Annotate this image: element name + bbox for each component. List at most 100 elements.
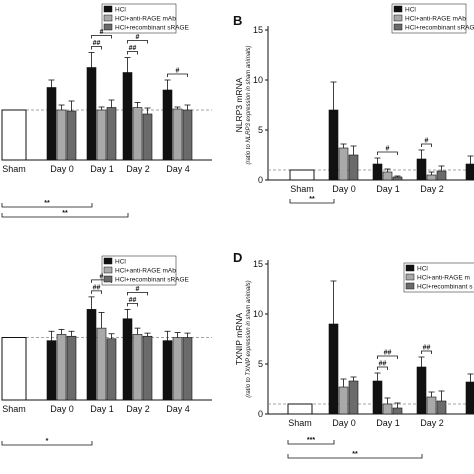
legend-swatch (103, 23, 113, 31)
significance-bracket (127, 51, 138, 55)
significance-bracket (1, 441, 93, 446)
y-tick-label: 10 (253, 309, 263, 319)
bar-hcl-recombinant-srage (182, 337, 193, 401)
bar-hcl-anti-rage-mab (172, 337, 183, 401)
legend-box (403, 262, 474, 293)
bar-hcl-recombinant-srage (392, 407, 403, 415)
significance-label: # (176, 68, 180, 75)
y-tick-label: 10 (253, 75, 263, 85)
x-tick-label: Day 4 (166, 404, 190, 414)
bar-hcl-anti-rage-mab (96, 327, 107, 401)
bar-hcl-anti-rage-mab (426, 174, 437, 181)
chart-panel-3: Sham Day 0 Day 1 Day 2 Day 4######*HClHCl+an… (1, 255, 212, 446)
chart-panel-4: D 0 5 10 15 TXNIP mRNA (ratio to TXNIP express… (233, 250, 474, 459)
significance-bracket (421, 143, 432, 147)
bar-hcl-recombinant-srage (106, 338, 117, 401)
legend-label: HCl+anti-RAGE mAb (115, 16, 176, 23)
legend-box (101, 3, 177, 34)
bar-sham (289, 169, 315, 181)
significance-label: * (46, 438, 49, 445)
significance-label: ## (379, 361, 387, 368)
significance-bracket (91, 46, 102, 50)
bar-hcl-anti-rage-mab (132, 107, 143, 161)
x-tick-label: Sham (2, 164, 26, 174)
bar-hcl (46, 340, 57, 401)
legend-label: HCl (115, 7, 126, 14)
x-tick-label: Day 2 (126, 404, 150, 414)
bar-hcl (416, 158, 427, 181)
significance-label: ** (352, 451, 358, 458)
bar-hcl-recombinant-srage (66, 110, 77, 161)
significance-bracket (1, 203, 93, 208)
bar-hcl-recombinant-srage (348, 154, 359, 181)
legend-swatch (103, 257, 113, 265)
bar-hcl-anti-rage-mab (132, 334, 143, 401)
x-tick-label: Day 2 (420, 184, 444, 194)
legend-label: HCl (405, 7, 416, 14)
bar-hcl (328, 109, 339, 181)
x-tick-label: Day 1 (376, 184, 400, 194)
legend-swatch (393, 14, 403, 22)
bar-hcl-anti-rage-mab (338, 147, 349, 181)
x-tick-label: Day 0 (50, 404, 74, 414)
legend-label: HCl (115, 259, 126, 266)
bar-hcl (122, 318, 133, 401)
significance-bracket (167, 73, 188, 77)
bar-hcl (86, 67, 97, 161)
bar-hcl (46, 87, 57, 161)
legend-swatch (103, 5, 113, 13)
bar-hcl-recombinant-srage (66, 335, 77, 401)
bar-hcl-anti-rage-mab (56, 109, 67, 161)
significance-label: # (100, 273, 104, 280)
y-tick-label: 15 (253, 259, 263, 269)
x-tick-label: Day 1 (90, 404, 114, 414)
bar-hcl-anti-rage-mab (382, 403, 393, 415)
bar-hcl-anti-rage-mab (426, 396, 437, 415)
x-tick-label: Sham (290, 184, 314, 194)
legend-box (391, 3, 467, 34)
significance-bracket (287, 454, 423, 459)
legend-swatch (405, 282, 415, 290)
bar-hcl (122, 72, 133, 161)
legend-box (101, 255, 177, 286)
x-tick-label: Day 2 (126, 164, 150, 174)
x-tick-label: Day 1 (90, 164, 114, 174)
panel-letter: D (233, 250, 242, 265)
legend-swatch (103, 14, 113, 22)
bar-hcl-recombinant-srage (348, 380, 359, 415)
legend-swatch (393, 23, 403, 31)
y-axis-label: TXNIP mRNA (234, 313, 244, 366)
significance-label: *** (307, 437, 315, 444)
legend-label: HCl+recombinant s (417, 284, 473, 291)
legend-swatch (103, 275, 113, 283)
legend-label: HCl (417, 266, 428, 273)
y-tick-label: 5 (258, 125, 263, 135)
legend-label: HCl+recombinant sRAGE (115, 277, 190, 284)
significance-bracket (289, 199, 335, 204)
bar-hcl (372, 380, 383, 415)
bar-hcl (328, 323, 339, 415)
significance-bracket (377, 366, 388, 370)
significance-label: ## (384, 350, 392, 357)
x-tick-label: Day 4 (166, 164, 190, 174)
x-tick-label: Day 0 (50, 164, 74, 174)
y-axis-label: NLRP3 mRNA (234, 77, 244, 132)
bar-sham (1, 109, 27, 161)
bar-hcl (465, 163, 474, 181)
legend-label: HCl+anti-RAGE mAb (405, 16, 466, 23)
bar-hcl-anti-rage-mab (96, 109, 107, 161)
x-tick-label: Day 1 (376, 418, 400, 428)
significance-label: # (100, 29, 104, 36)
y-tick-label: 5 (258, 359, 263, 369)
chart-panel-1: Sham Day 0 Day 1 Day 2 Day 4#######****HClHC… (1, 3, 212, 218)
significance-bracket (91, 290, 102, 294)
significance-label: ** (309, 196, 315, 203)
significance-bracket (377, 151, 398, 155)
significance-bracket (127, 302, 138, 307)
bar-hcl-recombinant-srage (142, 113, 153, 161)
significance-label: # (386, 146, 390, 153)
x-tick-label: Sham (2, 404, 26, 414)
legend-swatch (103, 266, 113, 274)
chart-panel-2: B 0 5 10 15 NLRP3 mRNA (ratio to NLRP3 express… (233, 3, 474, 204)
